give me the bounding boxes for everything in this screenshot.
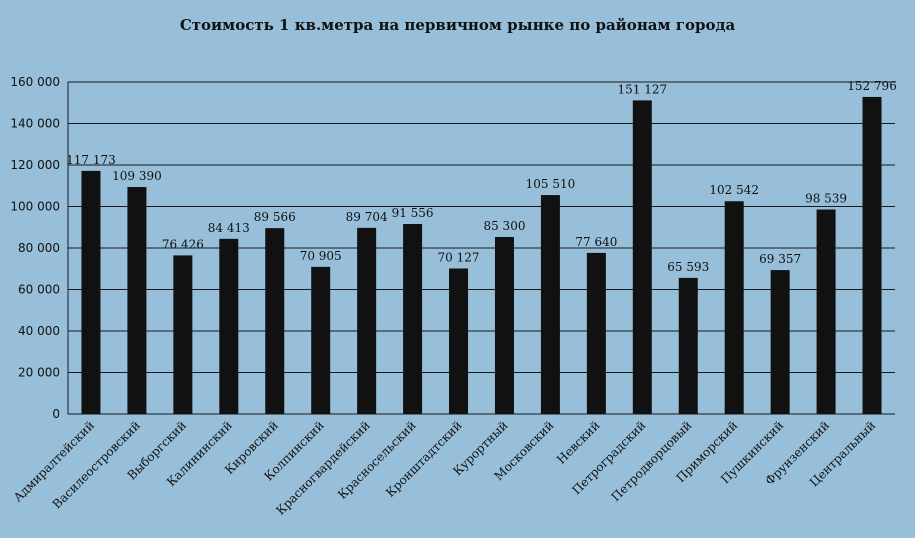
category-label: Адмиралтейский [11, 418, 97, 504]
bar [494, 237, 514, 414]
bar-value-label: 84 413 [208, 221, 250, 235]
y-axis-ticks: 0 20 000 40 000 60 000 80 000 100 000 120 000 1… [10, 75, 60, 421]
bar-value-label: 102 542 [709, 183, 759, 197]
bar [311, 266, 331, 414]
bar [127, 187, 147, 414]
bar [540, 195, 560, 414]
bar-value-label: 69 357 [759, 252, 801, 266]
bar [265, 228, 285, 414]
bar-value-label: 105 510 [526, 177, 576, 191]
bar [403, 224, 423, 414]
bar-value-label: 70 127 [438, 250, 480, 264]
bar [586, 252, 606, 414]
bar-value-label: 152 796 [847, 79, 897, 93]
category-label: Невский [554, 418, 602, 466]
bar [632, 100, 652, 415]
bar-value-label: 91 556 [392, 206, 434, 220]
category-labels: АдмиралтейскийВасилеостровскийВыборгский… [11, 418, 878, 517]
y-tick-label: 140 000 [10, 117, 60, 131]
bar-value-label: 85 300 [483, 219, 525, 233]
bar-value-label: 77 640 [575, 235, 617, 249]
category-label: Василеостровский [50, 418, 143, 511]
bar-value-label: 65 593 [667, 260, 709, 274]
category-label: Красносельский [335, 418, 419, 502]
bar [862, 96, 882, 414]
value-labels: 117 173 109 390 76 426 84 413 89 566 70 905 89… [66, 79, 897, 274]
y-tick-label: 100 000 [10, 200, 60, 214]
bar-value-label: 117 173 [66, 153, 116, 167]
bar-value-label: 70 905 [300, 249, 342, 263]
bar [173, 255, 193, 414]
y-tick-label: 120 000 [10, 158, 60, 172]
y-tick-label: 20 000 [18, 366, 60, 380]
bar [449, 268, 469, 414]
bar-value-label: 151 127 [617, 82, 667, 96]
bar [816, 209, 836, 414]
bar-value-label: 76 426 [162, 237, 204, 251]
bar-value-label: 89 566 [254, 210, 296, 224]
bar [357, 227, 377, 414]
bar [770, 270, 790, 414]
bar-value-label: 109 390 [112, 169, 162, 183]
bar [219, 238, 239, 414]
y-tick-label: 80 000 [18, 241, 60, 255]
bar [81, 170, 101, 414]
bar-value-label: 89 704 [346, 210, 388, 224]
y-tick-label: 40 000 [18, 324, 60, 338]
bar [724, 201, 744, 414]
bars [81, 96, 882, 415]
category-label: Петродворцовый [609, 418, 695, 504]
grid-layer [67, 81, 895, 415]
y-tick-label: 160 000 [10, 75, 60, 89]
bar-value-label: 98 539 [805, 192, 847, 206]
y-tick-label: 0 [52, 407, 60, 421]
bar [678, 277, 698, 414]
y-tick-label: 60 000 [18, 283, 60, 297]
chart-title: Стоимость 1 кв.метра на первичном рынке … [179, 16, 736, 34]
